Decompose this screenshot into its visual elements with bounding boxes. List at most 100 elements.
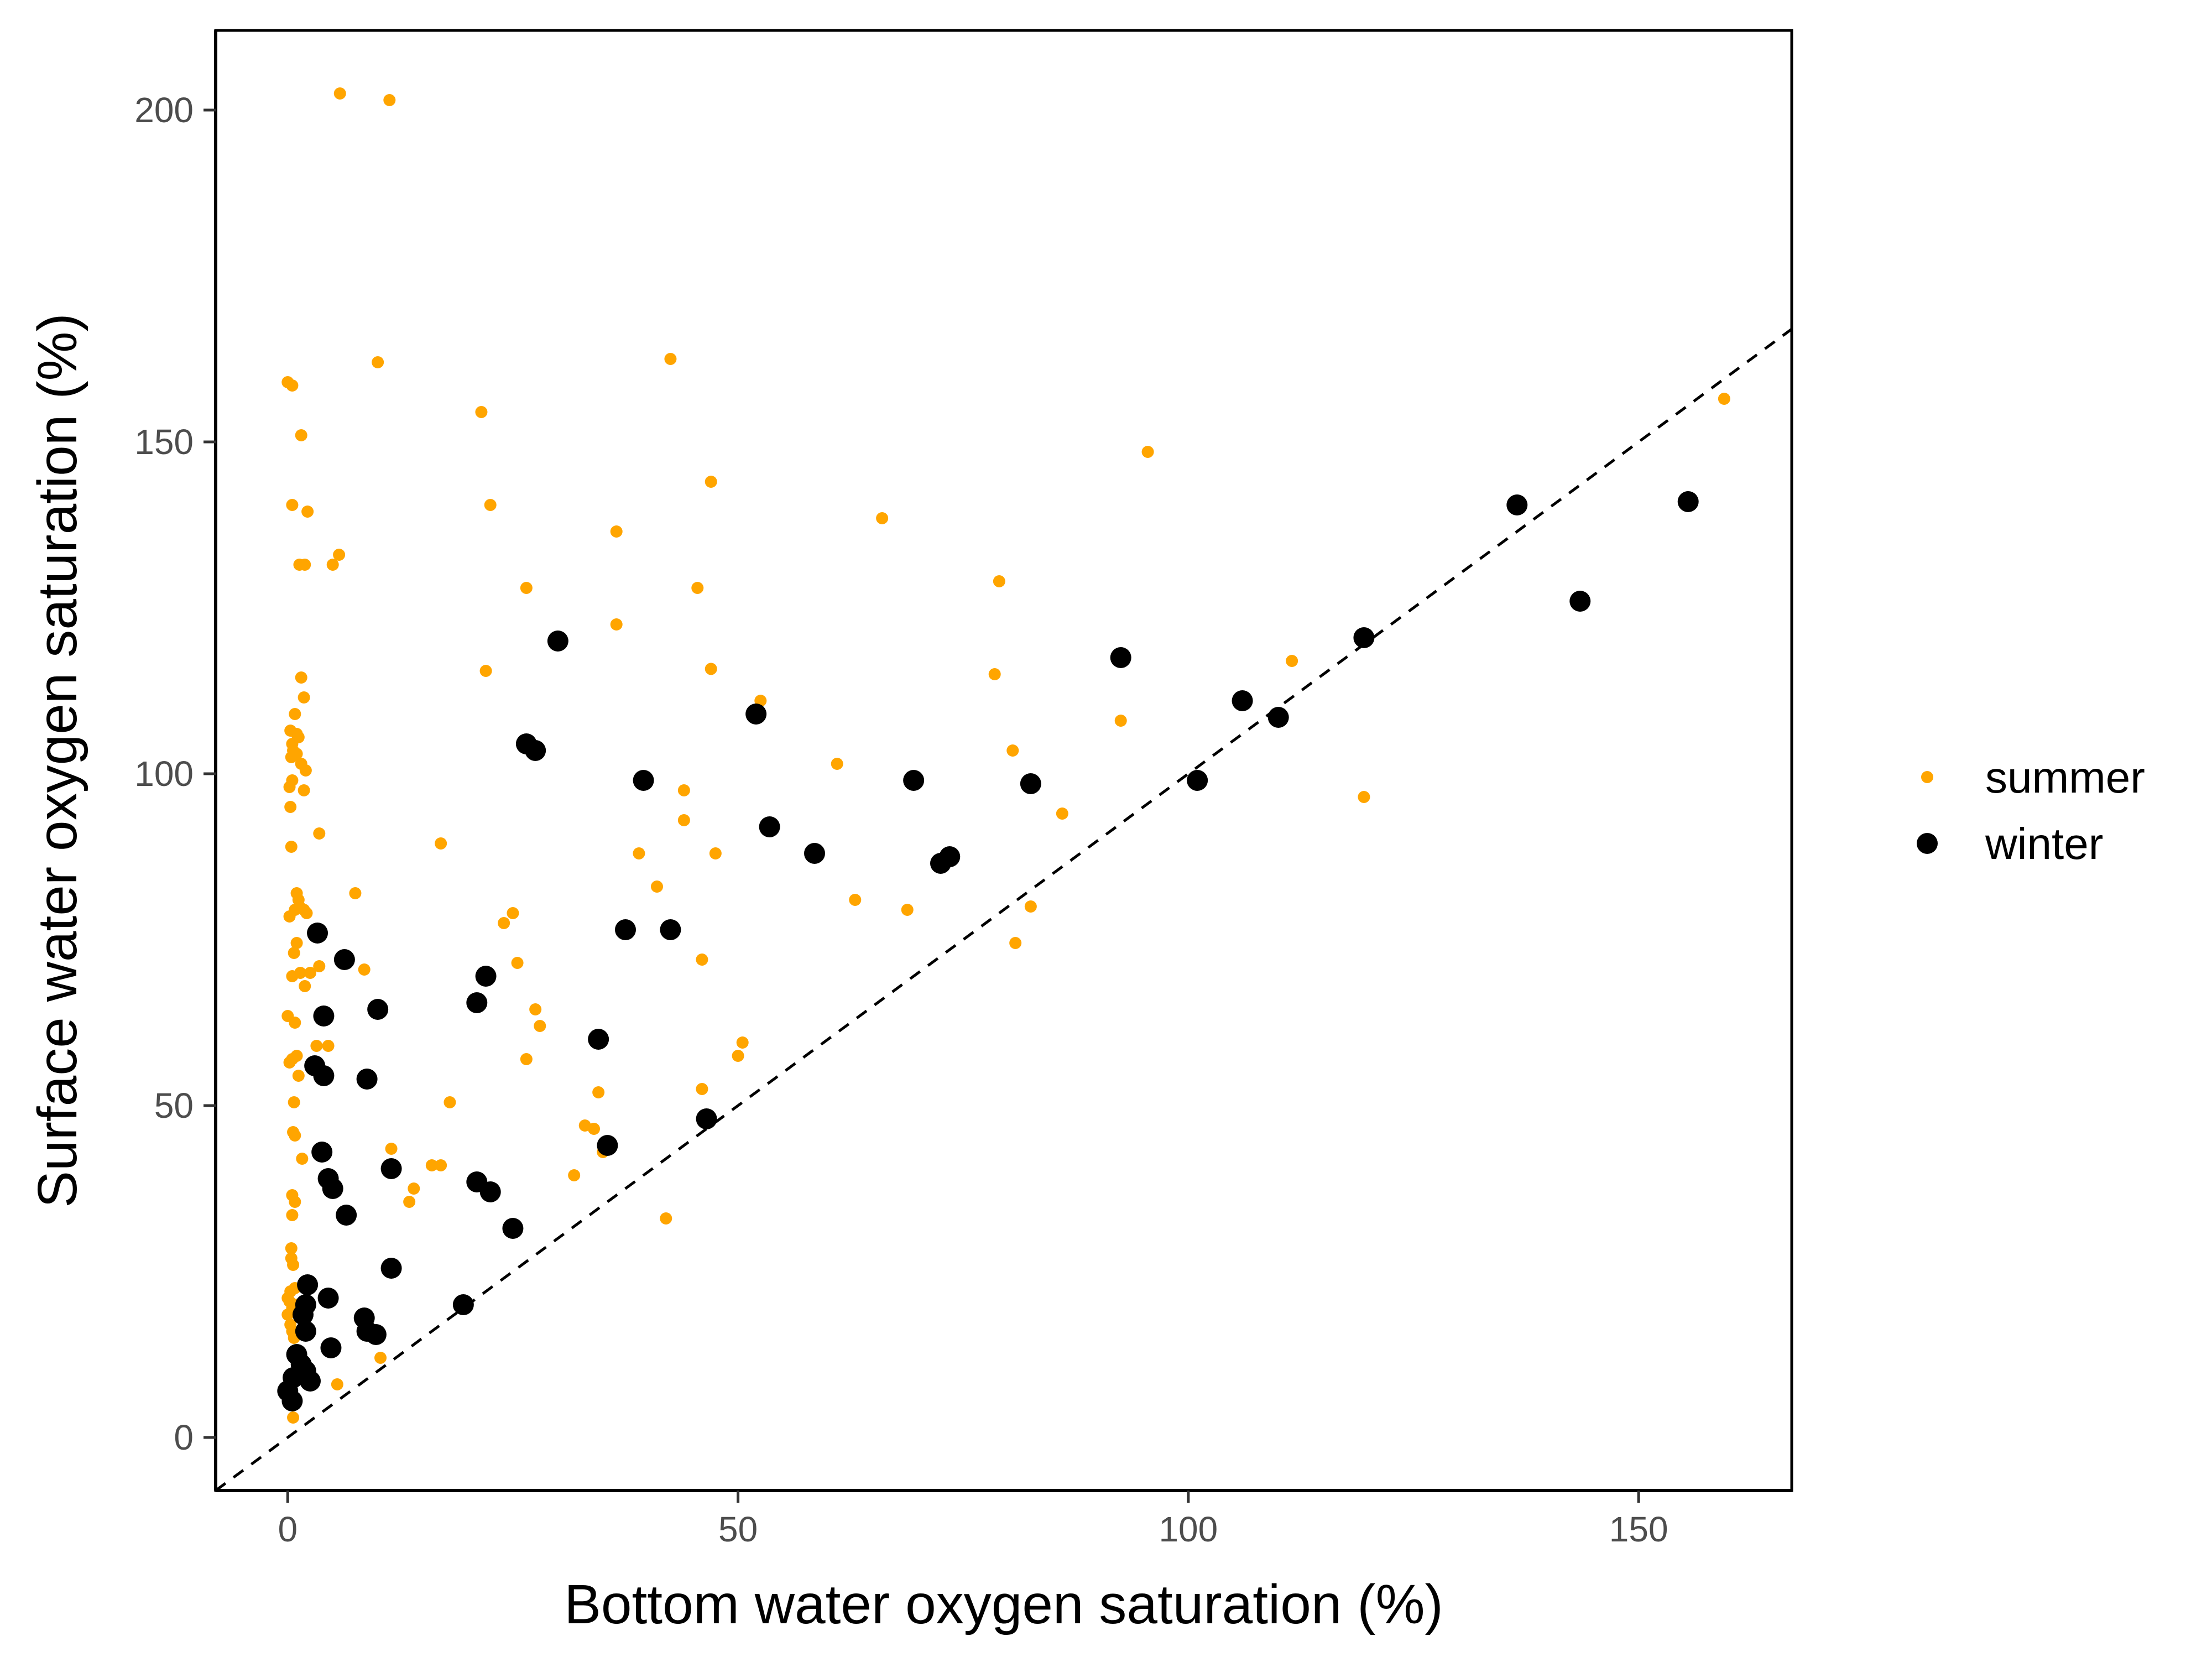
- winter-point: [281, 1390, 303, 1411]
- summer-point: [988, 668, 1001, 680]
- y-tick-label: 100: [134, 754, 194, 794]
- winter-point: [292, 1304, 314, 1325]
- summer-point: [444, 1096, 456, 1108]
- winter-point: [660, 919, 681, 940]
- summer-point: [289, 1129, 301, 1142]
- summer-point: [610, 525, 623, 538]
- summer-point: [299, 559, 311, 571]
- winter-point: [297, 1274, 319, 1295]
- summer-point: [709, 847, 722, 859]
- x-tick-label: 100: [1159, 1509, 1218, 1549]
- winter-point: [452, 1294, 474, 1315]
- winter-point: [479, 1181, 501, 1202]
- summer-point: [281, 1309, 294, 1321]
- summer-point: [633, 847, 645, 859]
- summer-point: [993, 575, 1005, 587]
- summer-point: [1024, 900, 1037, 913]
- summer-point: [435, 1159, 447, 1171]
- summer-point: [383, 94, 396, 106]
- y-tick-label: 0: [174, 1418, 194, 1457]
- summer-point: [592, 1086, 605, 1098]
- summer-point: [292, 1070, 305, 1082]
- winter-point: [307, 923, 328, 944]
- summer-point: [677, 814, 690, 826]
- summer-point: [296, 1153, 309, 1165]
- summer-point: [288, 1096, 300, 1108]
- summer-point: [1114, 715, 1127, 727]
- reference-line-layer: [215, 327, 1793, 1492]
- winter-point: [356, 1069, 378, 1090]
- summer-point: [705, 476, 717, 488]
- winter-point: [333, 949, 355, 970]
- summer-point: [300, 907, 313, 919]
- y-axis: 0 50 100 150 200: [134, 30, 217, 1491]
- summer-point: [326, 559, 339, 571]
- winter-point: [615, 919, 636, 940]
- summer-legend-label: summer: [1985, 753, 2145, 802]
- y-tick-label: 200: [134, 90, 194, 130]
- summer-point: [736, 1036, 749, 1049]
- summer-point: [295, 429, 307, 441]
- winter-legend-label: winter: [1985, 819, 2103, 868]
- summer-point: [568, 1169, 581, 1181]
- summer-point: [435, 837, 447, 850]
- winter-point: [597, 1135, 618, 1156]
- summer-point: [289, 1196, 301, 1208]
- summer-point: [696, 954, 708, 966]
- summer-point: [660, 1212, 672, 1225]
- plot-panel-border: [214, 29, 1793, 1492]
- summer-point: [284, 801, 297, 813]
- summer-point: [425, 1159, 438, 1171]
- summer-point: [696, 1083, 708, 1095]
- winter-point: [380, 1158, 402, 1179]
- x-tick-label: 50: [718, 1509, 758, 1549]
- summer-point: [294, 967, 307, 979]
- summer-point: [298, 784, 310, 796]
- summer-point: [285, 1242, 298, 1254]
- winter-point: [311, 1142, 333, 1163]
- summer-point: [651, 881, 663, 893]
- winter-legend-key: [1917, 833, 1938, 854]
- summer-point: [289, 708, 301, 720]
- summer-point: [664, 353, 677, 365]
- summer-point: [831, 758, 843, 770]
- x-tick-label: 0: [278, 1509, 298, 1549]
- winter-point: [588, 1029, 609, 1050]
- summer-point: [705, 663, 717, 675]
- summer-point: [677, 784, 690, 796]
- summer-point: [520, 1053, 533, 1065]
- summer-point: [408, 1182, 420, 1195]
- winter-points-layer: [277, 491, 1699, 1411]
- summer-point: [333, 549, 346, 561]
- summer-point: [358, 963, 371, 976]
- summer-point: [304, 967, 316, 979]
- summer-point: [289, 1017, 301, 1029]
- winter-point: [380, 1258, 402, 1279]
- summer-point: [283, 910, 296, 923]
- summer-point: [876, 512, 889, 524]
- y-tick-label: 150: [134, 422, 194, 462]
- summer-point: [287, 1259, 300, 1271]
- summer-point: [511, 957, 524, 969]
- summer-point: [301, 506, 314, 518]
- winter-point: [313, 1005, 335, 1027]
- summer-point: [283, 1056, 296, 1069]
- winter-point: [300, 1371, 321, 1392]
- summer-point: [313, 827, 326, 840]
- summer-point: [290, 748, 303, 760]
- summer-point: [1286, 655, 1298, 667]
- summer-point: [534, 1020, 546, 1032]
- winter-point: [317, 1288, 339, 1309]
- legend: summer winter: [1917, 753, 2145, 868]
- winter-point: [1569, 591, 1591, 612]
- summer-point: [1718, 393, 1730, 405]
- winter-point: [759, 816, 780, 837]
- summer-point: [385, 1143, 398, 1155]
- x-axis: 0 50 100 150: [216, 1489, 1792, 1549]
- summer-point: [1006, 744, 1019, 757]
- winter-point: [547, 631, 568, 652]
- summer-point: [1056, 807, 1068, 820]
- summer-point: [286, 1209, 299, 1221]
